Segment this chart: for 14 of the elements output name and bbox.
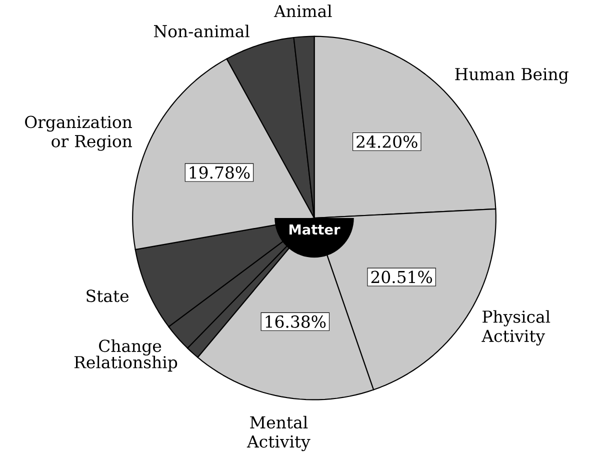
slice-label: Change <box>99 339 162 356</box>
slice-label: Human Being <box>455 68 568 84</box>
text: Matter <box>290 224 340 235</box>
data-label: 19.78% <box>190 166 250 179</box>
data-label: 24.20% <box>356 136 418 148</box>
slice-label: Mental Activity <box>246 416 310 452</box>
slice-label: Animal <box>274 4 332 18</box>
slice-label: State <box>86 290 129 302</box>
data-label: 16.38% <box>266 316 326 328</box>
data-label: 20.51% <box>371 270 432 284</box>
slice-label: Organization or Region <box>25 116 132 151</box>
slice-label: Physical Activity <box>482 310 550 346</box>
slice-label: Non-animal <box>154 24 250 38</box>
slice-label: Relationship <box>74 356 178 372</box>
